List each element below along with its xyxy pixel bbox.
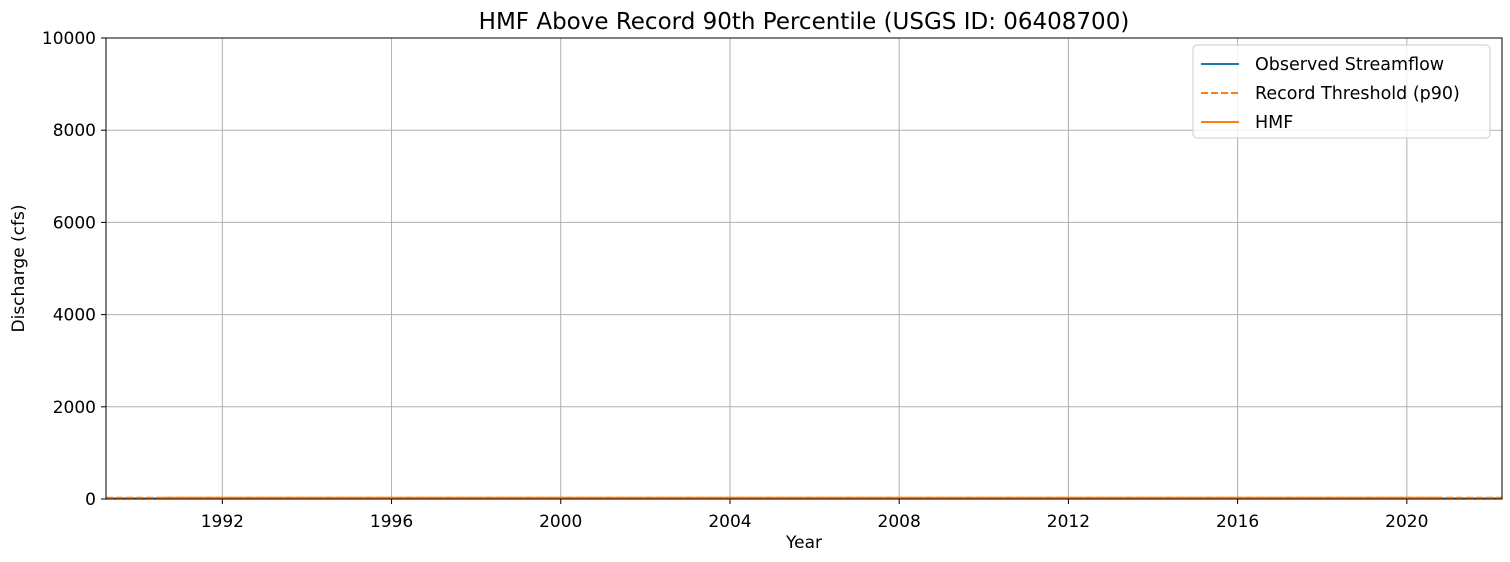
legend-label-0: Observed Streamflow xyxy=(1255,55,1444,75)
x-tick-label: 2000 xyxy=(539,512,582,532)
legend-label-1: Record Threshold (p90) xyxy=(1255,84,1460,104)
y-tick-label: 0 xyxy=(85,490,96,510)
y-tick-label: 8000 xyxy=(53,121,96,141)
y-tick-label: 4000 xyxy=(53,306,96,326)
legend-label-2: HMF xyxy=(1255,113,1293,133)
x-tick-label: 2004 xyxy=(708,512,751,532)
chart-title: HMF Above Record 90th Percentile (USGS I… xyxy=(479,9,1130,35)
x-axis-label: Year xyxy=(785,533,822,553)
x-tick-label: 2008 xyxy=(878,512,921,532)
y-tick-label: 10000 xyxy=(42,29,96,49)
x-tick-label: 2012 xyxy=(1047,512,1090,532)
x-tick-label: 1996 xyxy=(370,512,413,532)
x-tick-label: 1992 xyxy=(201,512,244,532)
ticks: 1992 1996 2000 2004 2008 2012 2016 2020 0 2000 400… xyxy=(42,29,1429,532)
legend: Observed Streamflow Record Threshold (p90… xyxy=(1192,44,1491,139)
x-tick-label: 2016 xyxy=(1216,512,1259,532)
series-layer xyxy=(106,496,1502,500)
y-tick-label: 6000 xyxy=(53,213,96,233)
x-tick-label: 2020 xyxy=(1385,512,1428,532)
plot-frame xyxy=(105,37,1503,500)
legend-box xyxy=(1192,44,1491,139)
y-axis-label: Discharge (cfs) xyxy=(9,204,29,332)
y-tick-label: 2000 xyxy=(53,398,96,418)
